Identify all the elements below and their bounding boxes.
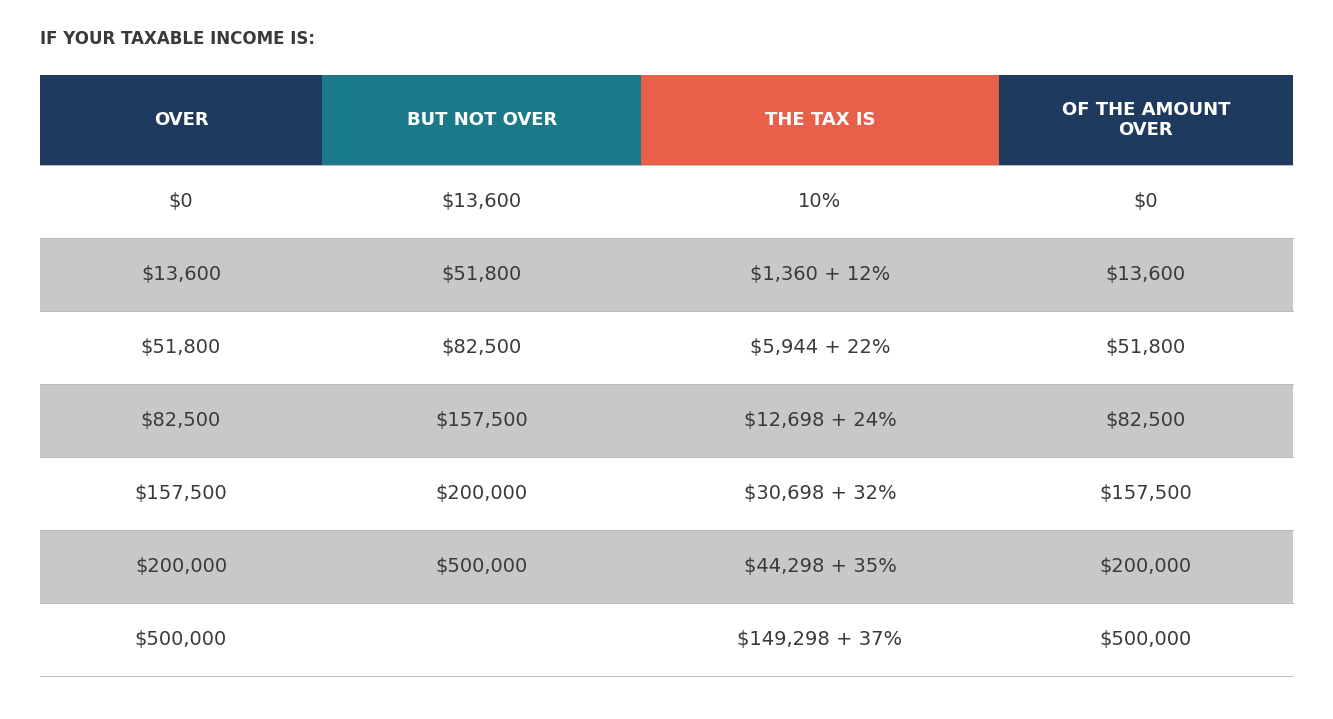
Bar	[40, 384, 1293, 457]
Text: OF THE AMOUNT
OVER: OF THE AMOUNT OVER	[1061, 101, 1230, 139]
Text: $200,000: $200,000	[135, 557, 227, 576]
Text: $149,298 + 37%: $149,298 + 37%	[737, 630, 902, 649]
Text: 10%: 10%	[798, 192, 841, 211]
Bar	[40, 603, 1293, 676]
Bar	[641, 75, 998, 165]
Text: THE TAX IS: THE TAX IS	[765, 111, 876, 129]
Text: $200,000: $200,000	[436, 484, 528, 503]
Bar	[40, 75, 323, 165]
Bar	[323, 75, 641, 165]
Text: $13,600: $13,600	[441, 192, 521, 211]
Text: $5,944 + 22%: $5,944 + 22%	[749, 338, 890, 357]
Text: $500,000: $500,000	[436, 557, 528, 576]
Text: $13,600: $13,600	[1105, 265, 1186, 284]
Text: $200,000: $200,000	[1100, 557, 1192, 576]
Text: $51,800: $51,800	[141, 338, 221, 357]
Text: OVER: OVER	[153, 111, 208, 129]
Bar	[40, 165, 1293, 238]
Text: $157,500: $157,500	[135, 484, 228, 503]
Text: $30,698 + 32%: $30,698 + 32%	[744, 484, 896, 503]
Text: $82,500: $82,500	[141, 411, 221, 430]
Bar	[40, 311, 1293, 384]
Text: $0: $0	[169, 192, 193, 211]
Text: $500,000: $500,000	[135, 630, 227, 649]
Text: $12,698 + 24%: $12,698 + 24%	[744, 411, 896, 430]
Text: $82,500: $82,500	[1105, 411, 1186, 430]
Bar	[40, 238, 1293, 311]
Text: $44,298 + 35%: $44,298 + 35%	[744, 557, 896, 576]
Text: $82,500: $82,500	[441, 338, 521, 357]
Text: BUT NOT OVER: BUT NOT OVER	[407, 111, 557, 129]
Text: $1,360 + 12%: $1,360 + 12%	[750, 265, 890, 284]
Bar	[40, 530, 1293, 603]
Text: IF YOUR TAXABLE INCOME IS:: IF YOUR TAXABLE INCOME IS:	[40, 30, 315, 48]
Text: $500,000: $500,000	[1100, 630, 1192, 649]
Bar	[998, 75, 1293, 165]
Text: $157,500: $157,500	[1100, 484, 1192, 503]
Text: $51,800: $51,800	[1105, 338, 1186, 357]
Text: $0: $0	[1133, 192, 1158, 211]
Text: $157,500: $157,500	[436, 411, 528, 430]
Text: $51,800: $51,800	[441, 265, 521, 284]
Text: $13,600: $13,600	[141, 265, 221, 284]
Bar	[40, 457, 1293, 530]
